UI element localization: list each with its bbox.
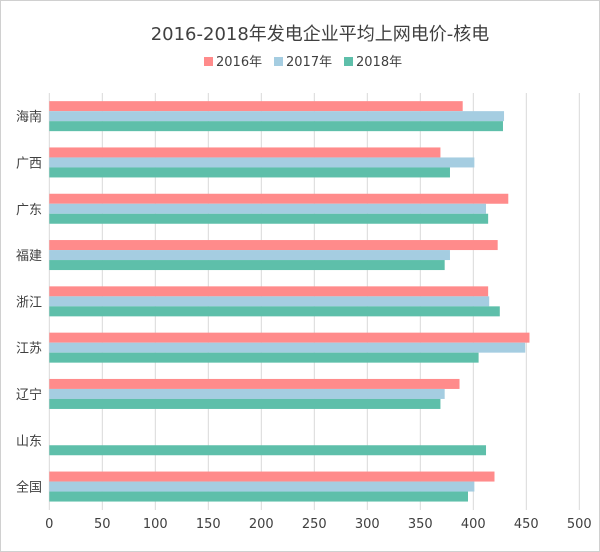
- legend-label: 2018年: [356, 55, 402, 70]
- bar-浙江-2018年: [49, 306, 500, 317]
- bar-广西-2018年: [49, 167, 450, 178]
- legend-label: 2017年: [286, 55, 332, 70]
- chart-title: 2016-2018年发电企业平均上网电价-核电: [151, 24, 490, 45]
- bar-辽宁-2016年: [49, 378, 460, 389]
- x-tick-label: 500: [567, 517, 592, 532]
- category-label: 浙江: [16, 295, 42, 310]
- bar-江苏-2017年: [49, 342, 526, 353]
- x-tick-label: 50: [94, 517, 111, 532]
- bar-浙江-2016年: [49, 286, 489, 297]
- bar-浙江-2017年: [49, 296, 490, 307]
- x-tick-label: 450: [514, 517, 539, 532]
- legend-swatch: [344, 57, 353, 66]
- legend-label: 2016年: [216, 55, 262, 70]
- category-label: 山东: [16, 434, 42, 449]
- x-tick-label: 400: [461, 517, 486, 532]
- bar-全国-2016年: [49, 471, 495, 482]
- x-tick-label: 0: [45, 517, 53, 532]
- category-label: 辽宁: [16, 387, 42, 403]
- category-label: 广西: [16, 156, 42, 171]
- x-tick-label: 350: [408, 517, 433, 532]
- bar-江苏-2018年: [49, 352, 479, 363]
- bar-江苏-2016年: [49, 332, 530, 343]
- category-label: 全国: [16, 480, 42, 496]
- bar-海南-2016年: [49, 101, 463, 112]
- bar-广西-2016年: [49, 147, 441, 158]
- category-label: 海南: [16, 109, 42, 125]
- x-tick-label: 150: [196, 517, 221, 532]
- legend-swatch: [274, 57, 283, 66]
- bar-广西-2017年: [49, 157, 475, 168]
- x-tick-label: 250: [302, 517, 327, 532]
- category-label: 广东: [16, 203, 42, 218]
- x-tick-label: 200: [249, 517, 274, 532]
- bar-辽宁-2017年: [49, 388, 445, 399]
- bar-海南-2018年: [49, 121, 503, 132]
- bar-山东-2018年: [49, 445, 487, 456]
- bar-广东-2018年: [49, 213, 489, 224]
- x-tick-label: 300: [355, 517, 380, 532]
- legend-swatch: [204, 57, 213, 66]
- x-tick-label: 100: [143, 517, 168, 532]
- bar-广东-2016年: [49, 193, 509, 204]
- bar-福建-2017年: [49, 250, 450, 261]
- bar-全国-2018年: [49, 491, 469, 502]
- bar-福建-2018年: [49, 260, 445, 271]
- category-label: 福建: [16, 249, 42, 264]
- category-label: 江苏: [16, 341, 42, 357]
- bar-全国-2017年: [49, 481, 475, 492]
- bar-海南-2017年: [49, 111, 505, 122]
- bar-广东-2017年: [49, 203, 487, 214]
- bar-辽宁-2018年: [49, 398, 441, 409]
- bar-福建-2016年: [49, 240, 498, 251]
